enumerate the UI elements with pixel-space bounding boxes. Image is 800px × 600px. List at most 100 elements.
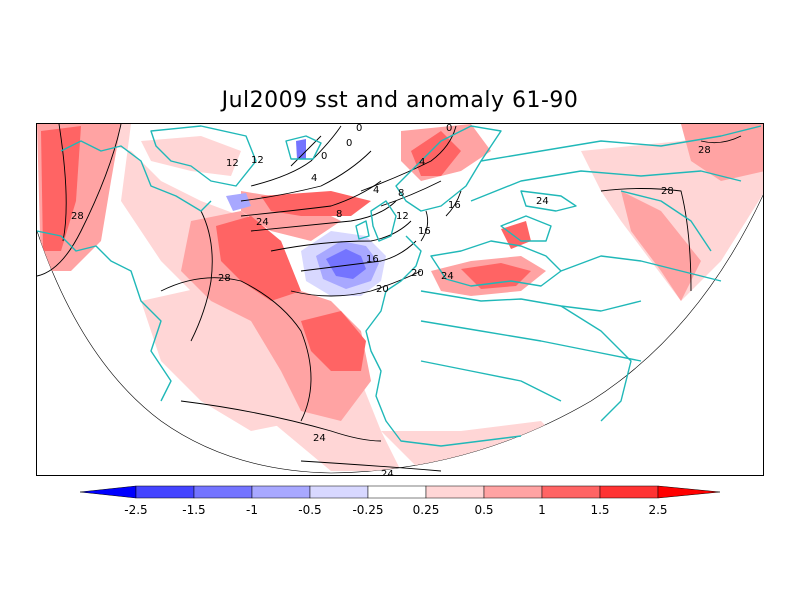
sst-contour <box>360 125 457 192</box>
coastline <box>60 140 212 212</box>
coastline <box>520 190 577 212</box>
coastline <box>370 200 397 242</box>
legend-swatch <box>541 485 601 499</box>
anomaly-area-warm <box>301 311 366 371</box>
sst-contour <box>240 150 372 202</box>
legend-swatch <box>135 485 195 499</box>
legend-arrow-high <box>657 485 721 499</box>
sst-contour <box>250 200 397 232</box>
contour-label: 12 <box>226 158 239 169</box>
coastline <box>420 290 642 312</box>
anomaly-area-warm <box>216 216 301 301</box>
anomaly-area-warm <box>41 126 81 251</box>
legend-tick-label: 0.25 <box>413 503 440 517</box>
contour-label: 16 <box>366 254 379 265</box>
border <box>560 305 632 422</box>
sst-contours <box>37 124 742 472</box>
contour-label: 0 <box>346 138 352 149</box>
sst-contour <box>37 124 122 277</box>
anomaly-area-warm <box>681 124 763 181</box>
coastlines <box>37 125 762 447</box>
contour-label: 20 <box>376 284 389 295</box>
coastline <box>150 125 257 187</box>
contour-label: 24 <box>381 469 394 476</box>
contour-labels: 28 24 28 20 16 12 8 4 0 0 4 12 16 20 24 … <box>71 124 711 476</box>
sst-contour <box>58 124 67 242</box>
legend-swatch <box>309 485 369 499</box>
sst-contour <box>190 210 213 342</box>
map-canvas: 28 24 28 20 16 12 8 4 0 0 4 12 16 20 24 … <box>37 124 763 476</box>
contour-label: 8 <box>398 188 404 199</box>
contour-label: 16 <box>418 226 431 237</box>
sst-contour <box>290 270 422 297</box>
coastline <box>500 215 552 242</box>
contour-label: 4 <box>419 157 425 168</box>
contour-label: 0 <box>321 151 327 162</box>
contour-label: 0 <box>356 124 362 134</box>
sst-contour <box>300 240 417 272</box>
anomaly-area-warm <box>461 263 531 289</box>
border <box>480 125 762 162</box>
border <box>420 320 642 362</box>
contour-label: 24 <box>313 433 326 444</box>
border <box>470 170 742 202</box>
legend-tick-label: -2.5 <box>124 503 147 517</box>
legend-tick-label: 2.5 <box>648 503 667 517</box>
legend-tick-label: -0.5 <box>298 503 321 517</box>
contour-label: 4 <box>311 173 317 184</box>
legend-swatch <box>193 485 253 499</box>
anomaly-area-warm <box>501 221 531 249</box>
border <box>420 360 562 402</box>
map-title: Jul2009 sst and anomaly 61-90 <box>221 88 579 113</box>
contour-label: 28 <box>661 186 674 197</box>
coastline <box>37 230 172 402</box>
contour-label: 28 <box>218 273 231 284</box>
contour-label: 20 <box>411 268 424 279</box>
contour-label: 24 <box>536 196 549 207</box>
sst-contour <box>180 400 382 442</box>
legend-tick-label: -1 <box>246 503 258 517</box>
legend-tick-label: -1.5 <box>182 503 205 517</box>
sst-contour <box>445 190 462 217</box>
map-frame: 28 24 28 20 16 12 8 4 0 0 4 12 16 20 24 … <box>36 123 764 476</box>
contour-label: 16 <box>448 200 461 211</box>
coastline <box>355 220 370 240</box>
anomaly-shading <box>37 124 763 471</box>
contour-label: 28 <box>71 211 84 222</box>
legend-swatch <box>599 485 659 499</box>
contour-label: 0 <box>446 124 452 134</box>
anomaly-area-warm <box>621 191 701 301</box>
border <box>560 255 722 282</box>
sst-contour <box>270 220 412 252</box>
contour-label: 4 <box>373 185 379 196</box>
legend-tick-label: -0.25 <box>352 503 383 517</box>
sst-contour <box>250 125 342 187</box>
coastline <box>365 235 522 447</box>
anomaly-area-warm <box>261 191 371 216</box>
anomaly-area-warm <box>141 136 241 176</box>
legend-tick-label: 1 <box>538 503 546 517</box>
legend-tick-label: 0.5 <box>474 503 493 517</box>
legend-swatch <box>367 485 427 499</box>
sst-contour <box>160 277 312 422</box>
legend-swatch <box>483 485 543 499</box>
legend-swatch <box>251 485 311 499</box>
legend-swatch <box>425 485 485 499</box>
border <box>620 190 712 252</box>
sst-contour <box>290 135 322 167</box>
projection-boundary <box>37 194 763 474</box>
sst-contour <box>300 460 442 472</box>
contour-label: 8 <box>336 209 342 220</box>
anomaly-area-cool <box>226 193 251 211</box>
sst-contour <box>600 188 692 292</box>
contour-label: 12 <box>396 211 409 222</box>
contour-label: 24 <box>441 271 454 282</box>
contour-label: 24 <box>256 217 269 228</box>
sst-contour <box>420 210 429 242</box>
coastline <box>285 135 322 160</box>
legend-arrow-low <box>79 485 137 499</box>
contour-label: 28 <box>698 145 711 156</box>
legend-tick-label: 1.5 <box>590 503 609 517</box>
anomaly-area-cool <box>326 249 366 279</box>
contour-label: 12 <box>251 155 264 166</box>
